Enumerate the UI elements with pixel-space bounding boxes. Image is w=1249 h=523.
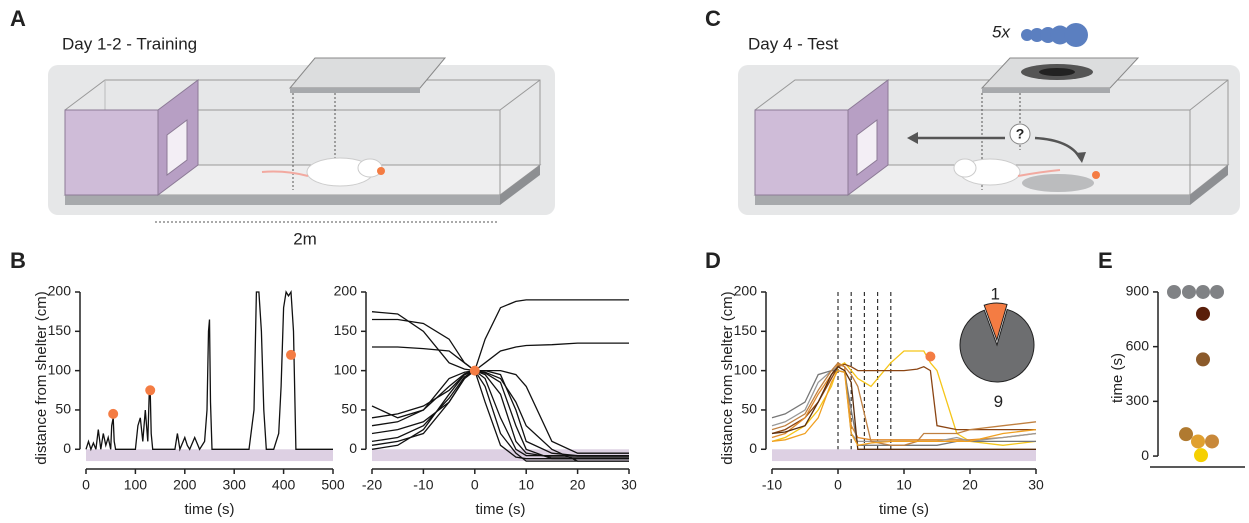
x-tick-label: 100 [124, 477, 148, 493]
x-tick-label: -10 [762, 477, 782, 493]
panel-label: C [705, 6, 721, 31]
trace [85, 289, 333, 452]
y-axis-label: distance from shelter (cm) [33, 291, 50, 464]
panel-label: D [705, 248, 721, 273]
y-tick-label: 200 [734, 283, 758, 299]
panel-label: E [1098, 248, 1113, 273]
marker [925, 351, 936, 362]
x-tick-label: 30 [1028, 477, 1044, 493]
stimulus-label: 5x [992, 22, 1010, 41]
y-tick-label: 0 [63, 440, 71, 456]
y-axis-label: time (s) [1109, 353, 1126, 403]
y-tick-label: 900 [1126, 283, 1150, 299]
dot [1194, 448, 1208, 463]
y-tick-label: 200 [334, 283, 358, 299]
dot [1205, 434, 1219, 449]
trace [771, 363, 1037, 441]
arena-illustration: Day 4 - Test 5x ? [738, 22, 1240, 215]
dot [1191, 434, 1205, 449]
pie-label: 1 [991, 285, 1000, 304]
trace [771, 361, 1037, 446]
trace [771, 350, 1037, 446]
y-tick-label: 100 [734, 361, 758, 377]
dot [1196, 352, 1210, 367]
pie-slice [959, 308, 1035, 383]
trace [371, 311, 629, 460]
y-tick-label: 50 [341, 401, 357, 417]
x-tick-label: 500 [321, 477, 345, 493]
pie-label: 9 [994, 392, 1003, 411]
trace [371, 369, 629, 454]
y-tick-label: 0 [349, 440, 357, 456]
y-tick-label: 0 [749, 440, 757, 456]
y-axis-label: distance from shelter (cm) [719, 291, 736, 464]
y-tick-label: 50 [55, 401, 71, 417]
x-tick-label: 30 [621, 477, 637, 493]
x-tick-label: 20 [570, 477, 586, 493]
trace [371, 369, 629, 462]
panel-label: B [10, 248, 26, 273]
arena-illustration: Day 1-2 - Training 2m [48, 34, 555, 248]
shelter-band [372, 449, 629, 462]
y-tick-label: 600 [1126, 337, 1150, 353]
y-tick-label: 150 [48, 322, 72, 338]
x-tick-label: 300 [223, 477, 247, 493]
trace [771, 365, 1037, 443]
trace [371, 369, 629, 457]
y-tick-label: 0 [1141, 447, 1149, 463]
dot [1210, 284, 1224, 299]
y-tick-label: 200 [48, 283, 72, 299]
dot [1196, 284, 1210, 299]
trace [771, 369, 1037, 447]
x-axis-label: time (s) [476, 501, 526, 518]
trace [372, 318, 629, 462]
trace [371, 299, 629, 446]
x-tick-label: 0 [471, 477, 479, 493]
panel-title: Day 4 - Test [748, 34, 839, 53]
marker [469, 365, 480, 376]
x-tick-label: 10 [896, 477, 912, 493]
x-tick-label: -20 [362, 477, 382, 493]
marker [108, 408, 119, 419]
marker [145, 385, 156, 396]
panel-label: A [10, 6, 26, 31]
pie-slice [983, 302, 1008, 342]
y-tick-label: 100 [48, 361, 72, 377]
y-tick-label: 150 [734, 322, 758, 338]
dot [1196, 306, 1210, 321]
question-mark: ? [1016, 126, 1025, 142]
dot [1179, 427, 1193, 442]
x-axis-label: time (s) [879, 501, 929, 518]
x-tick-label: -10 [413, 477, 433, 493]
y-tick-label: 300 [1126, 392, 1150, 408]
x-axis-label: time (s) [185, 501, 235, 518]
trace [771, 365, 1036, 450]
x-tick-label: 10 [518, 477, 534, 493]
x-tick-label: 0 [834, 477, 842, 493]
x-tick-label: 200 [173, 477, 197, 493]
y-tick-label: 100 [334, 361, 358, 377]
marker [286, 349, 297, 360]
dot [1167, 284, 1181, 299]
distance-label: 2m [293, 229, 317, 248]
panel-title: Day 1-2 - Training [62, 34, 197, 53]
trace [371, 369, 629, 460]
shelter-band [86, 449, 333, 462]
x-tick-label: 400 [272, 477, 296, 493]
y-tick-label: 150 [334, 322, 358, 338]
x-tick-label: 20 [962, 477, 978, 493]
y-tick-label: 50 [741, 401, 757, 417]
trace [372, 342, 629, 372]
x-tick-label: 0 [82, 477, 90, 493]
shelter-band [772, 449, 1036, 462]
dot [1182, 284, 1196, 299]
